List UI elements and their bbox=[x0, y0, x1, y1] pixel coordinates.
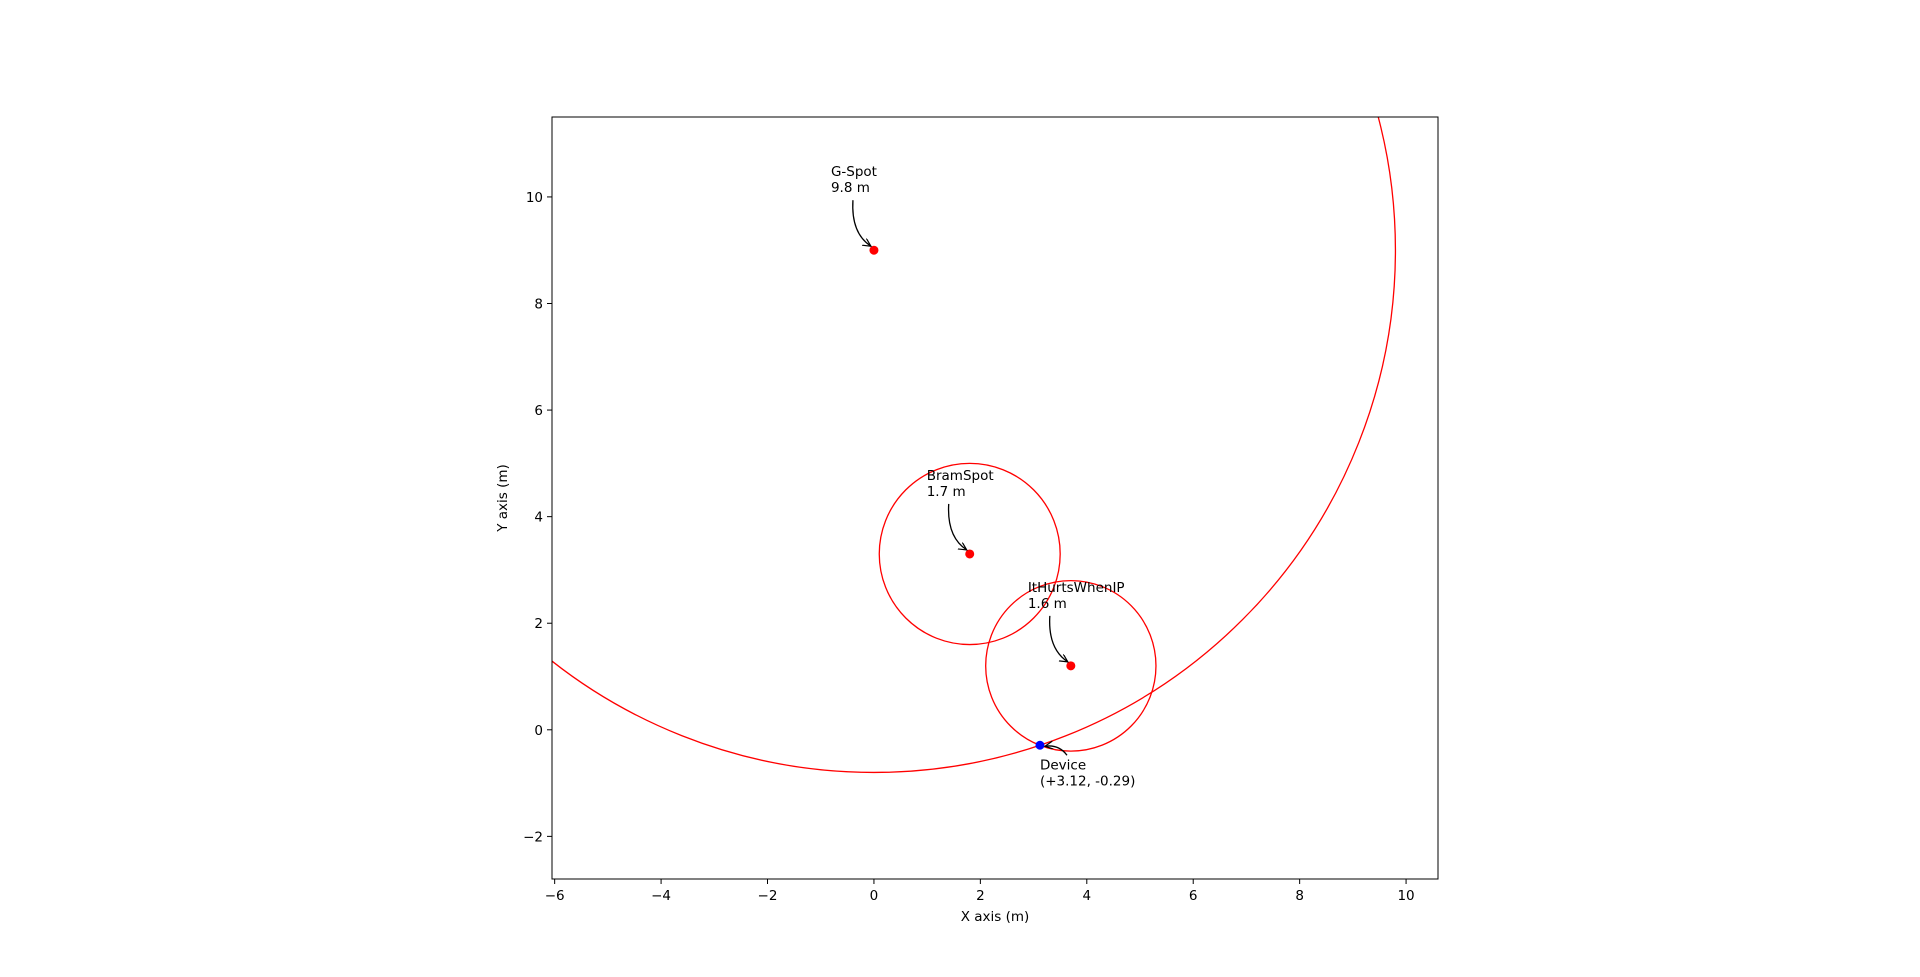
x-tick-label: 2 bbox=[976, 888, 985, 904]
range-circle-0 bbox=[552, 117, 1396, 773]
x-axis-title: X axis (m) bbox=[961, 909, 1030, 925]
device-point bbox=[1035, 740, 1045, 750]
annotation-label-2: ItHurtsWhenIP bbox=[1028, 580, 1125, 596]
y-axis-title: Y axis (m) bbox=[495, 464, 511, 533]
x-axis-ticks: −6 −4 −2 0 2 4 6 8 10 bbox=[545, 879, 1415, 904]
y-tick-label: 2 bbox=[534, 616, 543, 632]
y-tick-label: 0 bbox=[534, 723, 543, 739]
data-points bbox=[869, 245, 1076, 750]
annotation-arrow-device bbox=[1045, 746, 1068, 756]
annotation-value-device: (+3.12, -0.29) bbox=[1040, 773, 1135, 789]
annotation-label-1: BramSpot bbox=[927, 468, 994, 484]
annotation-value-2: 1.6 m bbox=[1028, 596, 1067, 612]
x-tick-label: −2 bbox=[758, 888, 778, 904]
x-tick-label: −6 bbox=[545, 888, 565, 904]
anchor-point-0 bbox=[869, 245, 879, 255]
anchor-point-2 bbox=[1066, 661, 1076, 671]
annotation-arrow-1 bbox=[947, 503, 967, 550]
x-tick-label: 4 bbox=[1082, 888, 1091, 904]
annotation-value-1: 1.7 m bbox=[927, 484, 966, 500]
annotation-label-0: G-Spot bbox=[831, 164, 877, 180]
x-tick-label: 10 bbox=[1397, 888, 1414, 904]
x-tick-label: 0 bbox=[870, 888, 879, 904]
annotation-arrow-2 bbox=[1049, 615, 1068, 662]
x-tick-label: 6 bbox=[1189, 888, 1198, 904]
anchor-point-1 bbox=[965, 549, 975, 559]
range-circles bbox=[552, 117, 1396, 773]
plot-frame bbox=[551, 116, 1439, 880]
y-tick-label: 6 bbox=[534, 403, 543, 419]
y-tick-label: 4 bbox=[534, 510, 543, 526]
annotation-value-0: 9.8 m bbox=[831, 180, 870, 196]
range-circle-1 bbox=[878, 462, 1061, 646]
y-axis-ticks: −2 0 2 4 6 8 10 bbox=[523, 190, 552, 845]
x-tick-label: −4 bbox=[651, 888, 671, 904]
y-tick-label: 10 bbox=[526, 190, 543, 206]
y-tick-label: 8 bbox=[534, 297, 543, 313]
range-circle-2 bbox=[985, 579, 1157, 752]
x-tick-label: 8 bbox=[1295, 888, 1304, 904]
annotation-label-device: Device bbox=[1040, 757, 1086, 773]
y-tick-label: −2 bbox=[523, 829, 543, 845]
annotation-arrow-0 bbox=[852, 200, 871, 246]
